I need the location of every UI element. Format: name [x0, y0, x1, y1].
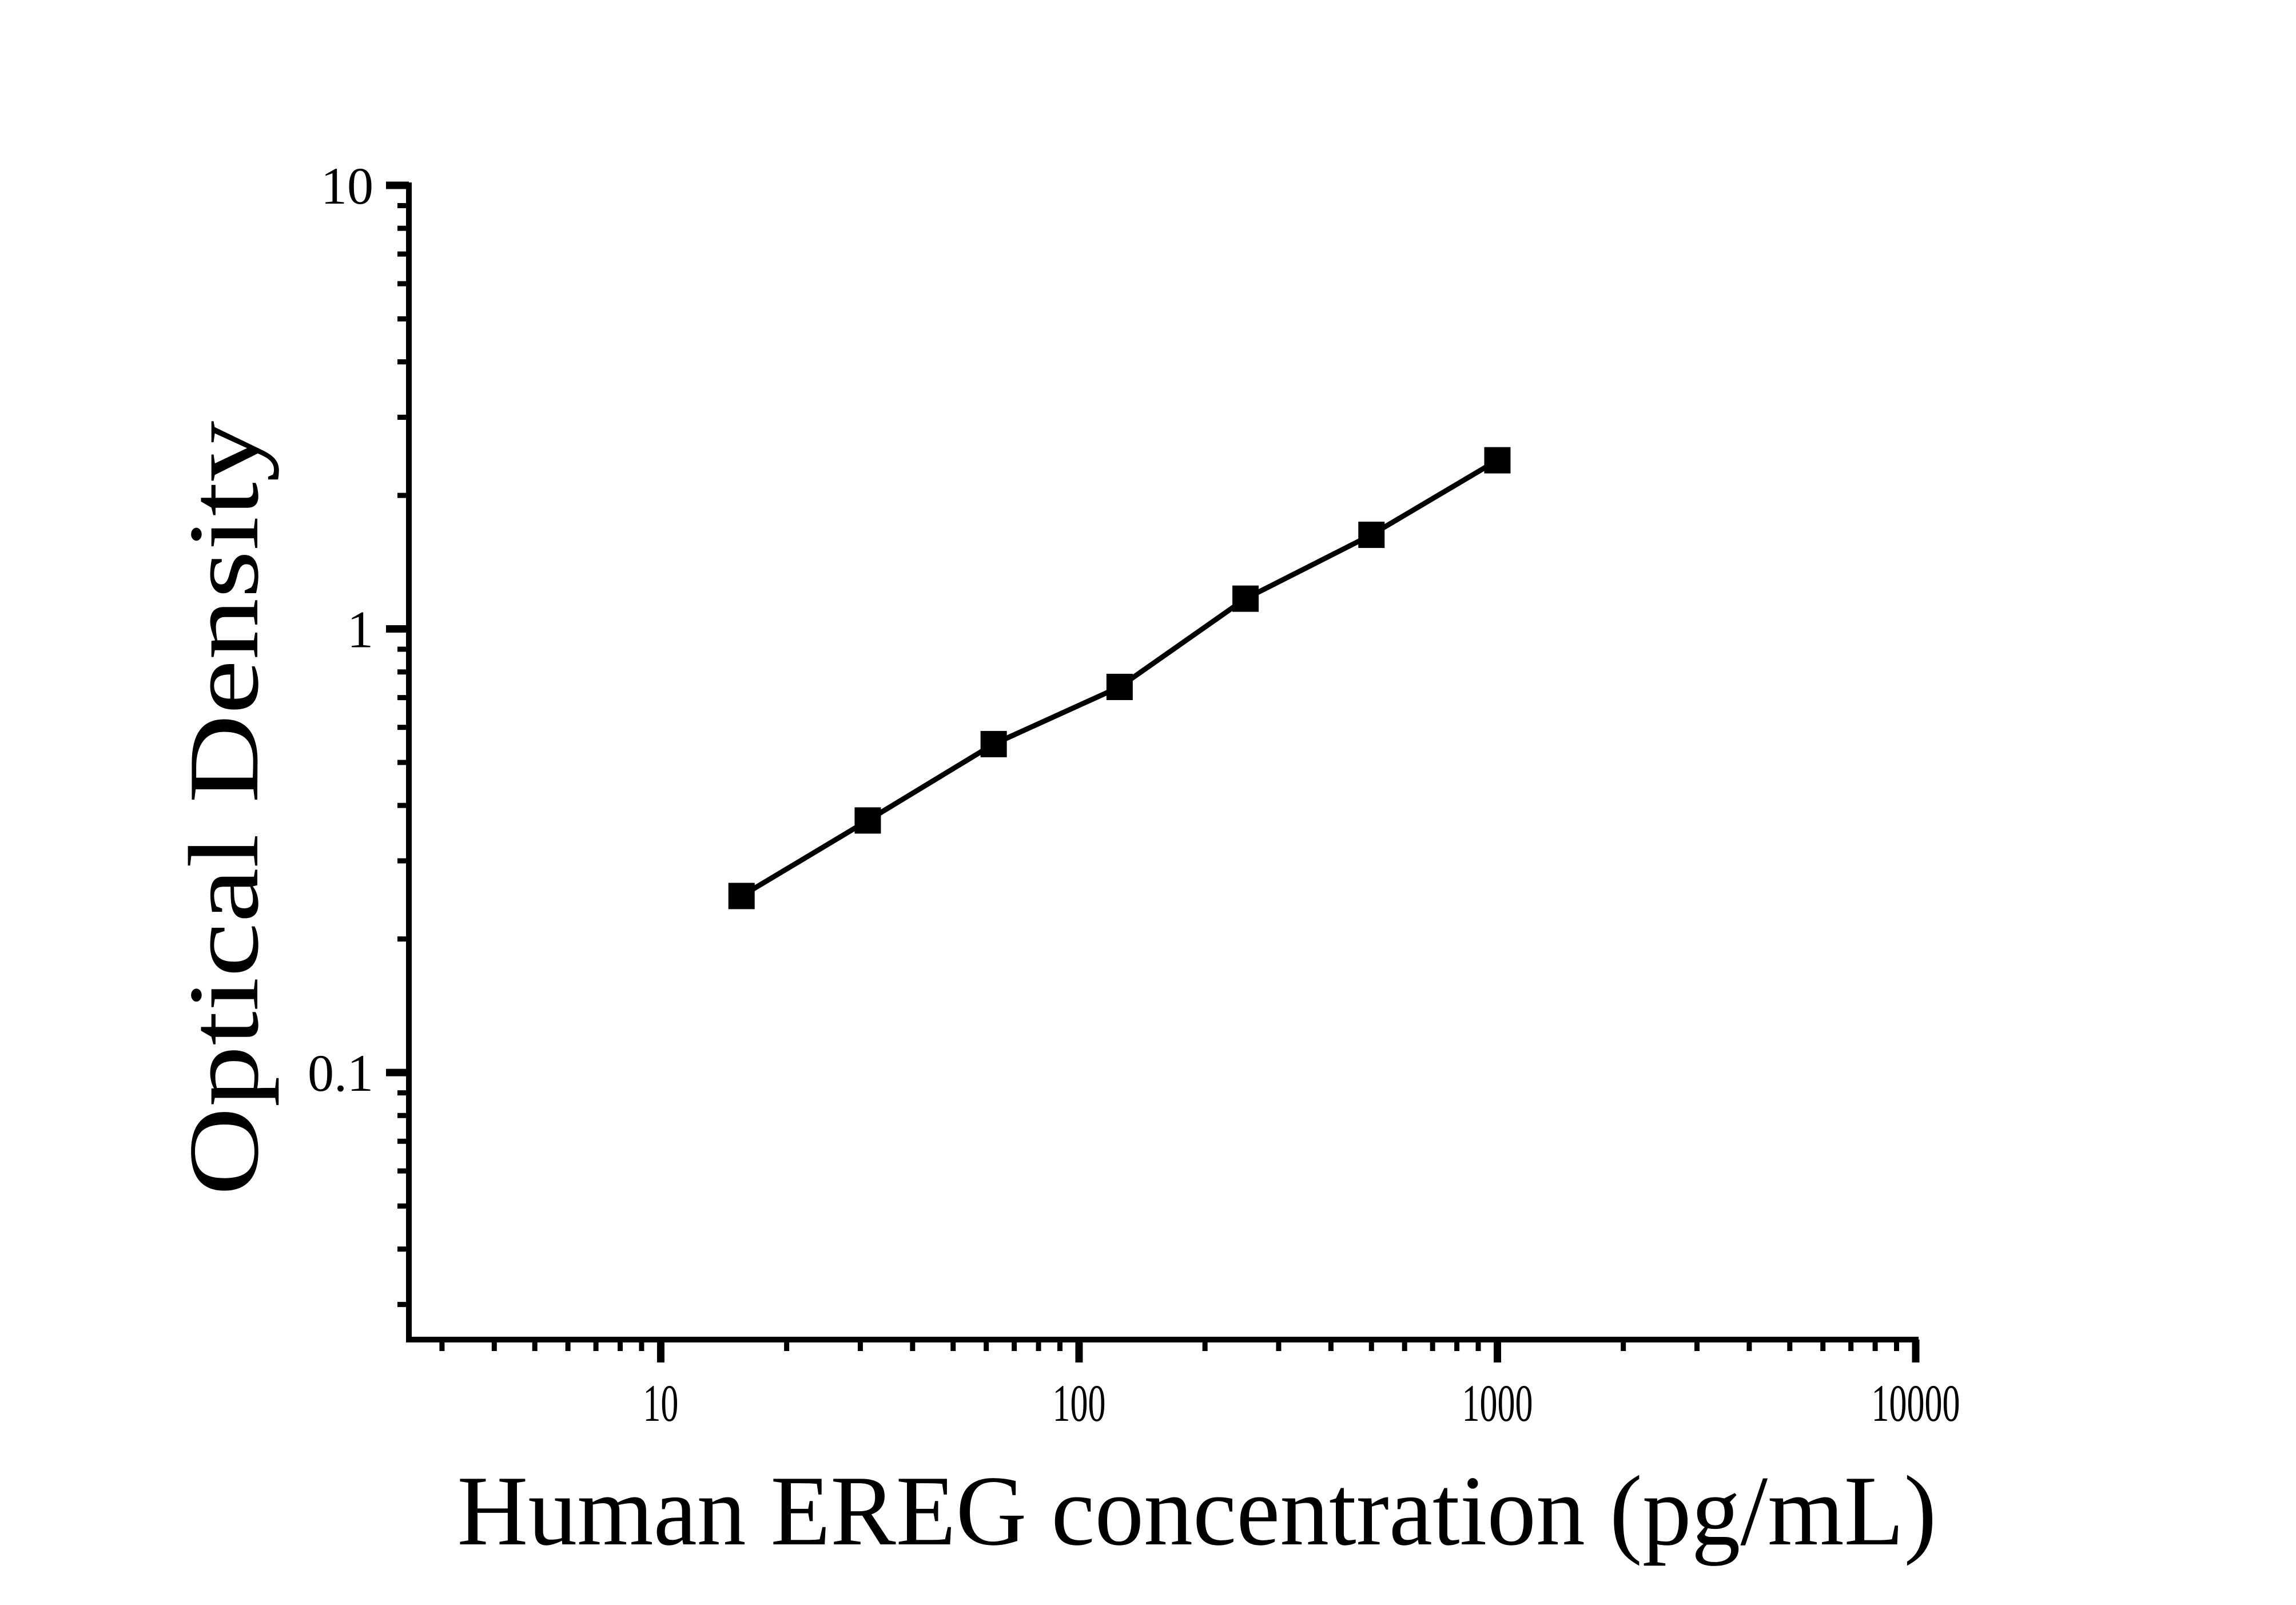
- x-tick-label: 10000: [1872, 1374, 1960, 1432]
- y-tick-label: 10: [321, 157, 373, 215]
- x-axis-title: Human EREG concentration (pg/mL): [457, 1455, 1937, 1566]
- y-tick-label: 1: [347, 601, 373, 659]
- data-point-marker: [728, 883, 755, 909]
- data-point-marker: [1232, 585, 1259, 612]
- data-point-marker: [1358, 521, 1385, 548]
- data-point-marker: [854, 807, 881, 834]
- axes: [406, 182, 1919, 1342]
- y-tick-label: 0.1: [308, 1044, 373, 1102]
- x-tick-label: 1000: [1462, 1374, 1533, 1432]
- axis-ticks: [386, 181, 1920, 1362]
- tick-labels: 10 100 1000 10000 0.1 1 10: [308, 157, 1960, 1432]
- x-tick-label: 100: [1052, 1374, 1105, 1432]
- y-axis-title: Optical Density: [168, 421, 279, 1196]
- x-tick-label: 10: [643, 1374, 678, 1432]
- data-series: [728, 447, 1511, 909]
- data-point-marker: [980, 730, 1007, 757]
- data-point-marker: [1484, 447, 1511, 474]
- data-point-marker: [1106, 673, 1133, 700]
- axis-spines: [406, 182, 1919, 1342]
